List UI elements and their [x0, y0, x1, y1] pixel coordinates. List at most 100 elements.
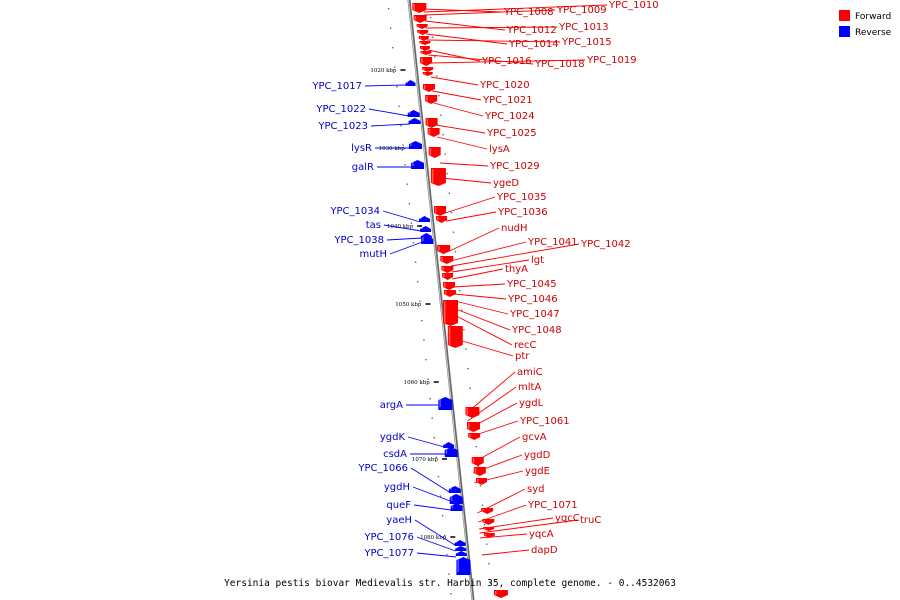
forward-gene-arrow	[442, 273, 454, 280]
gene-shade	[434, 207, 437, 213]
axis-dot	[444, 534, 446, 536]
forward-leader-line	[481, 549, 530, 556]
forward-leader-line	[456, 315, 513, 346]
forward-gene-arrow	[416, 24, 428, 29]
forward-gene-label: yqcA	[529, 529, 554, 540]
gene-shade	[406, 81, 409, 83]
gene-shade	[466, 408, 468, 415]
axis-dot	[416, 281, 419, 283]
forward-gene-arrow	[422, 84, 435, 92]
gene-shade	[469, 434, 471, 437]
forward-gene-arrow	[427, 128, 440, 137]
axis-dot	[446, 173, 448, 175]
gene-shade	[476, 479, 479, 482]
reverse-gene-label: YPC_1023	[317, 121, 368, 132]
forward-gene-label: thyA	[505, 264, 528, 275]
forward-gene-label: syd	[527, 484, 544, 495]
forward-gene-arrow	[425, 118, 438, 128]
axis-dot	[486, 543, 488, 545]
reverse-gene-arrow	[448, 486, 461, 493]
reverse-gene-label: YPC_1066	[357, 463, 408, 474]
forward-leader-line	[466, 371, 516, 414]
gene-shade	[408, 111, 411, 114]
axis-dot	[431, 36, 434, 38]
forward-gene-label: YPC_1020	[479, 80, 530, 91]
forward-gene-arrow	[422, 67, 434, 72]
gene-shade	[456, 552, 459, 554]
axis-dot	[479, 485, 482, 487]
gene-shade	[451, 504, 454, 508]
reverse-leader-line	[389, 241, 423, 255]
gene-shade	[449, 487, 452, 490]
axis-dot	[389, 27, 392, 29]
gene-shade	[428, 129, 431, 134]
axis-dot	[412, 242, 415, 244]
forward-gene-label: YPC_1009	[556, 5, 607, 16]
reverse-gene-arrow	[443, 442, 455, 448]
forward-gene-arrow	[473, 467, 486, 476]
forward-leader-line	[426, 33, 508, 45]
forward-gene-label: recC	[514, 340, 537, 351]
gene-shade	[413, 4, 415, 10]
reverse-gene-label: lysR	[351, 143, 372, 154]
reverse-leader-line	[370, 123, 410, 127]
forward-gene-label: YPC_1015	[561, 37, 612, 48]
forward-gene-arrow	[475, 478, 487, 485]
axis-highlight	[407, 0, 473, 600]
forward-leader-line	[452, 268, 504, 280]
gene-shade	[419, 37, 422, 39]
reverse-gene-label: queF	[386, 500, 411, 511]
forward-leader-line	[429, 59, 586, 64]
tick-label: 1080 kbp	[420, 535, 447, 541]
gene-shade	[484, 534, 487, 536]
tick-label: 1060 kbp	[404, 380, 431, 386]
axis-dot	[398, 105, 400, 107]
forward-gene-label: YPC_1019	[586, 55, 637, 66]
genome-axis	[407, 0, 475, 600]
reverse-gene-label: yaeH	[386, 515, 412, 526]
reverse-leader-line	[410, 467, 450, 493]
reverse-gene-label: YPC_1034	[329, 206, 380, 217]
axis-dot	[396, 86, 398, 88]
forward-gene-arrow	[420, 57, 433, 66]
axis-dot	[437, 476, 440, 478]
forward-gene-arrow	[483, 533, 495, 538]
forward-gene-label: YPC_1047	[509, 309, 560, 320]
axis-dot	[431, 417, 433, 419]
gene-shade	[484, 528, 486, 529]
reverse-leader-line	[364, 84, 406, 87]
axis-dot	[429, 17, 432, 19]
tick-label: 1050 kbp	[395, 302, 422, 308]
forward-gene-arrow	[443, 300, 458, 326]
gene-shade	[422, 237, 424, 241]
forward-gene-label: ygdE	[525, 466, 550, 477]
axis-dot	[448, 192, 450, 194]
forward-gene-arrow	[443, 282, 456, 290]
gene-shade	[468, 423, 470, 429]
gene-shade	[457, 558, 459, 572]
forward-gene-arrow	[420, 51, 432, 55]
axis-dot	[419, 300, 421, 302]
axis-dot	[404, 164, 406, 166]
axis-dot	[421, 320, 423, 322]
forward-leader-line	[440, 162, 489, 167]
forward-leader-line	[441, 177, 492, 184]
gene-shade	[448, 327, 451, 345]
forward-gene-arrow	[419, 46, 430, 51]
axis-dot	[450, 593, 452, 595]
gene-shade	[410, 142, 412, 146]
forward-leader-line	[433, 102, 484, 117]
forward-leader-line	[449, 227, 500, 252]
label-leaders	[364, 4, 608, 558]
reverse-leader-line	[416, 552, 457, 558]
forward-gene-label: YPC_1008	[503, 7, 554, 18]
forward-gene-arrow	[437, 245, 451, 254]
axis-dot	[423, 339, 425, 341]
forward-gene-arrow	[493, 590, 508, 598]
gene-shade	[421, 52, 423, 53]
reverse-gene-arrow	[421, 236, 434, 244]
axis-dot	[475, 446, 478, 448]
forward-gene-label: YPC_1016	[481, 56, 532, 67]
axis-dot	[446, 554, 448, 556]
